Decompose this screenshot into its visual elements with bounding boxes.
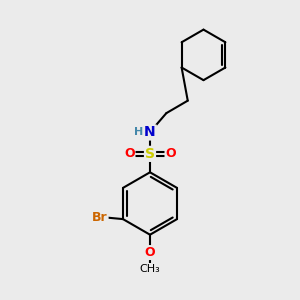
Text: O: O: [124, 147, 134, 161]
Text: CH₃: CH₃: [140, 264, 160, 274]
Text: O: O: [145, 246, 155, 259]
Text: S: S: [145, 147, 155, 161]
Text: O: O: [166, 147, 176, 161]
Text: Br: Br: [92, 211, 108, 224]
Text: N: N: [144, 125, 156, 140]
Text: H: H: [134, 127, 143, 137]
